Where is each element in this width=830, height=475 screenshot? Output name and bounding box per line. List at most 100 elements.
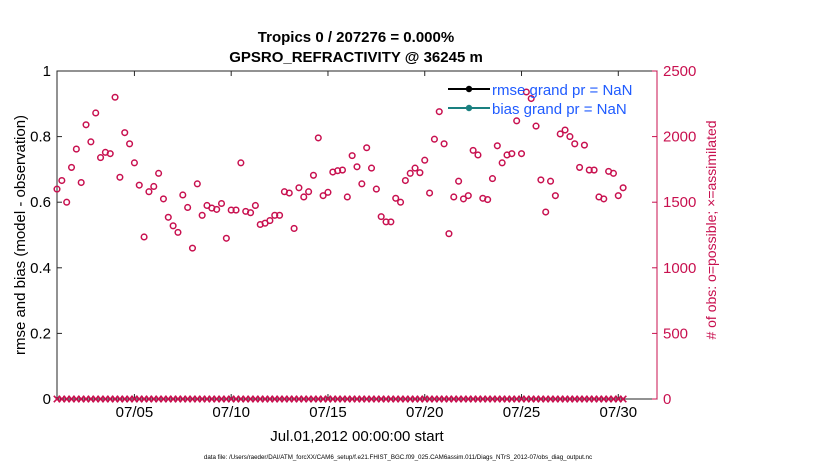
possible-obs-point	[498, 159, 506, 167]
possible-obs-point	[488, 175, 497, 183]
legend-bias-label: bias grand pr = NaN	[492, 101, 627, 118]
possible-obs-point	[305, 188, 313, 196]
left-tick-label: 0.8	[30, 129, 51, 146]
possible-obs-point	[92, 109, 100, 117]
left-axis-ticks: 0 0.2 0.4 0.6 0.8 1	[30, 63, 62, 408]
chart-subtitle: GPSRO_REFRACTIVITY @ 36245 m	[229, 49, 483, 66]
right-tick-label: 1000	[663, 260, 696, 277]
possible-obs-point	[77, 178, 85, 187]
possible-obs-point	[421, 156, 429, 164]
possible-obs-point	[290, 224, 298, 232]
possible-obs-point	[440, 140, 448, 148]
possible-obs-point	[188, 244, 197, 252]
possible-obs-point	[227, 206, 235, 214]
possible-obs-point	[600, 195, 608, 203]
possible-obs-point	[145, 188, 153, 196]
x-tick-label: 07/30	[600, 404, 638, 421]
possible-obs-point	[217, 199, 226, 208]
possible-obs-point	[561, 126, 569, 134]
possible-obs-point	[542, 208, 550, 216]
possible-obs-point	[324, 188, 332, 196]
possible-obs-point	[338, 166, 347, 174]
possible-obs-point	[314, 134, 322, 142]
possible-obs-point	[469, 146, 477, 154]
possible-obs-point	[464, 192, 472, 200]
possible-obs-point	[566, 133, 574, 141]
possible-obs-point	[53, 185, 61, 193]
possible-obs-point	[319, 192, 327, 200]
possible-obs-point	[193, 180, 201, 188]
plot-area	[56, 70, 658, 400]
possible-obs-point	[372, 185, 380, 193]
possible-obs-point	[363, 144, 371, 152]
possible-obs-point	[416, 169, 424, 177]
possible-obs-point	[459, 195, 468, 203]
possible-obs-series	[53, 88, 627, 252]
possible-obs-point	[343, 193, 351, 201]
right-tick-label: 2000	[663, 129, 696, 146]
possible-obs-point	[184, 203, 192, 211]
possible-obs-point	[159, 195, 168, 203]
possible-obs-point	[96, 154, 105, 162]
possible-obs-point	[67, 163, 76, 171]
right-axis-ticks: 0 500 1000 1500 2000 2500	[652, 63, 696, 408]
possible-obs-point	[532, 122, 540, 130]
possible-obs-point	[174, 228, 182, 236]
possible-obs-point	[396, 198, 405, 206]
possible-obs-point	[411, 164, 419, 172]
possible-obs-point	[251, 201, 259, 210]
left-axis-label: rmse and bias (model - observation)	[12, 115, 29, 355]
left-tick-label: 0.2	[30, 325, 51, 342]
right-tick-label: 500	[663, 325, 688, 342]
possible-obs-point	[484, 196, 492, 204]
left-tick-label: 0.6	[30, 194, 51, 211]
legend-rmse-marker	[465, 85, 473, 93]
possible-obs-point	[82, 121, 90, 129]
possible-obs-point	[237, 159, 245, 167]
possible-obs-point	[406, 169, 414, 177]
left-tick-label: 1	[43, 63, 51, 80]
possible-obs-point	[513, 117, 521, 125]
data-file-footnote: data file: /Users/raeder/DAI/ATM_forcXX/…	[204, 454, 592, 461]
possible-obs-point	[556, 130, 564, 138]
possible-obs-point	[276, 211, 284, 219]
possible-obs-point	[382, 218, 390, 226]
possible-obs-point	[493, 142, 501, 150]
possible-obs-point	[106, 150, 114, 158]
legend: rmse grand pr = NaN bias grand pr = NaN	[448, 82, 632, 118]
possible-obs-point	[135, 181, 143, 189]
possible-obs-point	[198, 211, 206, 219]
possible-obs-point	[353, 163, 361, 171]
possible-obs-point	[571, 140, 579, 148]
possible-obs-point	[116, 173, 124, 181]
right-tick-label: 2500	[663, 63, 696, 80]
possible-obs-point	[619, 184, 627, 192]
possible-obs-point	[426, 189, 434, 197]
possible-obs-point	[169, 222, 177, 230]
possible-obs-point	[527, 95, 535, 103]
x-axis-label: Jul.01,2012 00:00:00 start	[270, 428, 444, 445]
possible-obs-point	[126, 140, 134, 148]
possible-obs-point	[155, 169, 163, 177]
possible-obs-point	[232, 206, 240, 214]
possible-obs-point	[179, 191, 187, 199]
possible-obs-point	[614, 192, 622, 200]
possible-obs-point	[309, 171, 318, 179]
possible-obs-point	[111, 93, 119, 101]
x-tick-label: 07/20	[406, 404, 444, 421]
x-tick-label: 07/25	[503, 404, 541, 421]
possible-obs-point	[358, 180, 366, 188]
possible-obs-point	[58, 177, 66, 185]
possible-obs-point	[271, 211, 279, 219]
left-tick-label: 0.4	[30, 260, 51, 277]
possible-obs-point	[576, 163, 584, 171]
possible-obs-point	[285, 189, 293, 197]
possible-obs-point	[580, 141, 588, 149]
possible-obs-point	[387, 218, 395, 226]
possible-obs-point	[266, 217, 274, 225]
possible-obs-point	[551, 192, 559, 200]
possible-obs-point	[455, 177, 463, 185]
chart-title: Tropics 0 / 207276 = 0.000%	[258, 29, 454, 46]
